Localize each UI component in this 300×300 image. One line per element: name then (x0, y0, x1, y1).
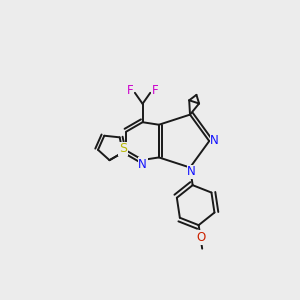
Text: N: N (138, 158, 147, 171)
Text: F: F (152, 84, 158, 97)
Text: F: F (127, 84, 134, 97)
Text: N: N (210, 134, 219, 147)
Text: N: N (187, 166, 196, 178)
Text: O: O (196, 231, 205, 244)
Text: S: S (119, 142, 127, 155)
